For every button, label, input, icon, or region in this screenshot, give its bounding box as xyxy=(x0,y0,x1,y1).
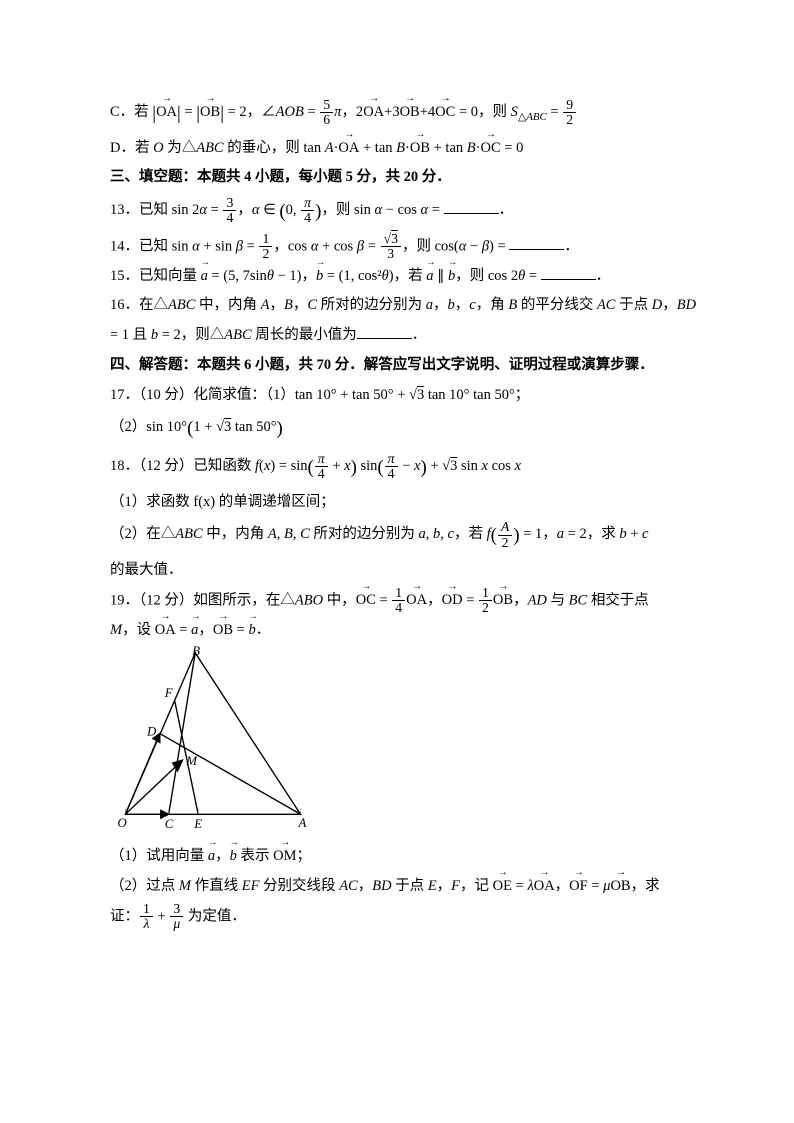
q14: 14．已知 sin α + sin β = 12，cos α + cos β =… xyxy=(110,232,702,262)
section-4-title: 四、解答题：本题共 6 小题，共 70 分．解答应写出文字说明、证明过程或演算步… xyxy=(110,351,702,381)
q15: 15．已知向量 a = (5, 7sinθ − 1)，b = (1, cos²θ… xyxy=(110,262,702,292)
q12-option-c: C．若 |OA| = |OB| = 2，∠AOB = 56π，2OA+3OB+4… xyxy=(110,95,702,134)
svg-text:F: F xyxy=(164,686,173,700)
svg-text:O: O xyxy=(118,816,127,830)
q12-option-d: D．若 O 为△ABC 的垂心，则 tan A·OA + tan B·OB + … xyxy=(110,134,702,164)
q13-blank xyxy=(444,199,499,214)
q19: 19．（12 分）如图所示，在△ABO 中，OC = 14OA，OD = 12O… xyxy=(110,586,702,646)
svg-text:D: D xyxy=(146,725,157,739)
q13: 13．已知 sin 2α = 34，α ∈ (0, π4)，则 sin α − … xyxy=(110,193,702,232)
q19-2: （2）过点 M 作直线 EF 分别交线段 AC，BD 于点 E，F，记 OE =… xyxy=(110,872,702,932)
q14-blank xyxy=(509,235,564,250)
q15-blank xyxy=(541,265,596,280)
q17: 17．（10 分）化简求值：（1）tan 10° + tan 50° + √3 … xyxy=(110,381,702,411)
q18: 18．（12 分）已知函数 f(x) = sin(π4 + x) sin(π4 … xyxy=(110,449,702,488)
svg-text:E: E xyxy=(193,817,202,830)
q19-figure: O C E A B D F M xyxy=(110,645,310,830)
q18-1: （1）求函数 f(x) 的单调递增区间； xyxy=(110,488,702,518)
svg-text:B: B xyxy=(192,645,200,658)
page: C．若 |OA| = |OB| = 2，∠AOB = 56π，2OA+3OB+4… xyxy=(0,0,794,972)
q18-2: （2）在△ABC 中，内角 A, B, C 所对的边分别为 a, b, c，若 … xyxy=(110,517,702,585)
svg-text:C: C xyxy=(165,817,174,830)
q17-2: （2）sin 10°(1 + √3 tan 50°) xyxy=(110,410,702,449)
q16-blank xyxy=(357,324,412,339)
svg-text:A: A xyxy=(298,816,307,830)
svg-text:M: M xyxy=(185,754,198,768)
section-3-title: 三、填空题：本题共 4 小题，每小题 5 分，共 20 分． xyxy=(110,163,702,193)
q16: 16．在△ABC 中，内角 A，B，C 所对的边分别为 a，b，c，角 B 的平… xyxy=(110,291,702,350)
